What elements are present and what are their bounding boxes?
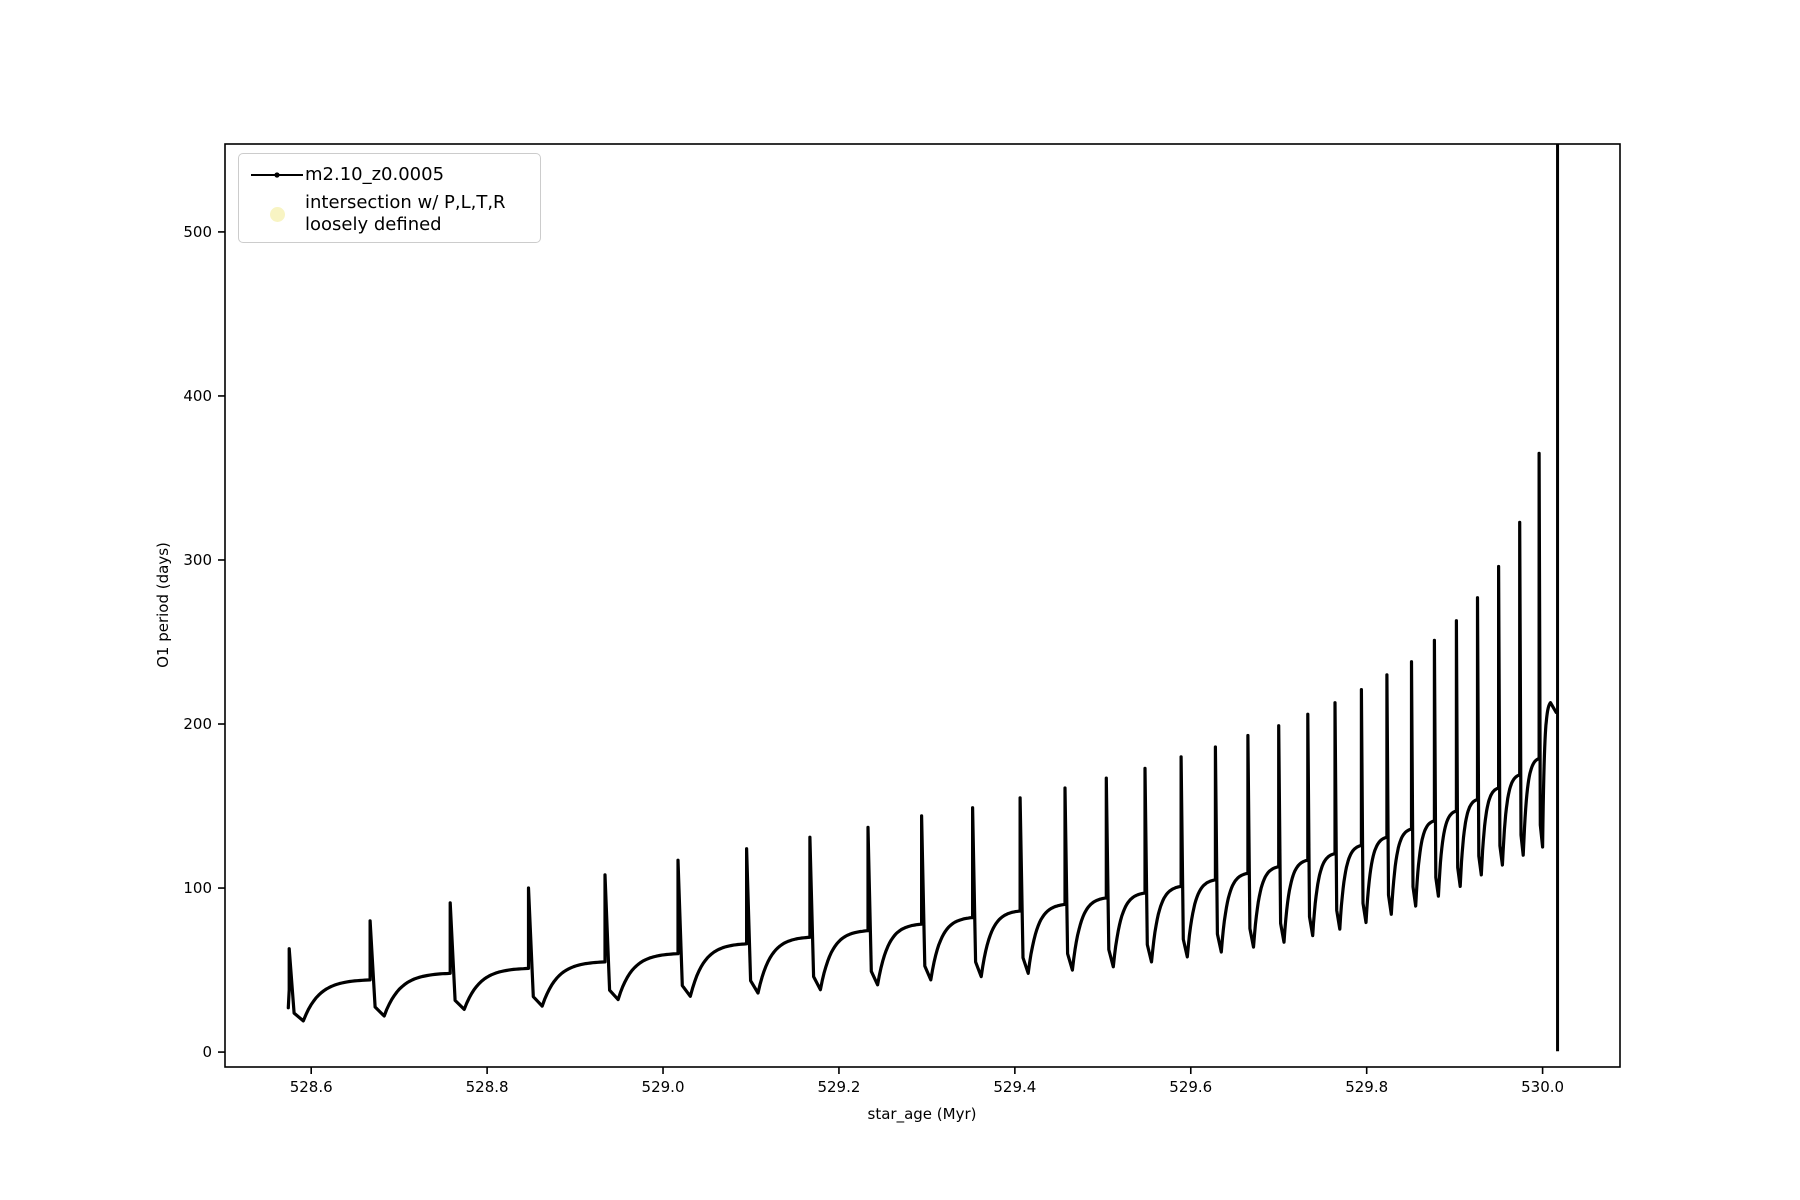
x-axis-label: star_age (Myr) [867,1105,977,1123]
y-tick-label: 100 [183,879,212,897]
legend-entry-intersection: intersection w/ P,L,T,R loosely defined [249,191,530,237]
x-tick-label: 529.6 [1169,1078,1212,1096]
legend-intersection-label-line1: intersection w/ P,L,T,R [305,192,506,213]
x-tick-label: 528.6 [290,1078,333,1096]
legend-intersection-marker [249,206,305,222]
legend-series-label: m2.10_z0.0005 [305,164,445,185]
x-tick-label: 529.0 [642,1078,685,1096]
x-tick-label: 529.8 [1345,1078,1388,1096]
y-tick-label: 500 [183,223,212,241]
y-tick-label: 200 [183,715,212,733]
axes-frame [224,143,1621,1068]
x-tick-label: 529.4 [993,1078,1036,1096]
legend-intersection-label-line2: loosely defined [305,214,442,235]
legend-intersection-label: intersection w/ P,L,T,R loosely defined [305,192,506,236]
y-tick-label: 400 [183,387,212,405]
x-tick-label: 530.0 [1521,1078,1564,1096]
series-path [286,451,1558,1023]
legend-entry-series: m2.10_z0.0005 [249,159,530,191]
line-with-dot-icon [251,172,303,178]
legend-line-dot-marker [249,165,305,185]
legend: m2.10_z0.0005 intersection w/ P,L,T,R lo… [238,153,541,243]
y-tick-label: 300 [183,551,212,569]
y-tick-label: 0 [202,1043,212,1061]
pale-dot-icon [269,206,285,222]
x-tick-label: 529.2 [817,1078,860,1096]
x-tick-label: 528.8 [466,1078,509,1096]
y-axis-label: O1 period (days) [154,542,172,668]
